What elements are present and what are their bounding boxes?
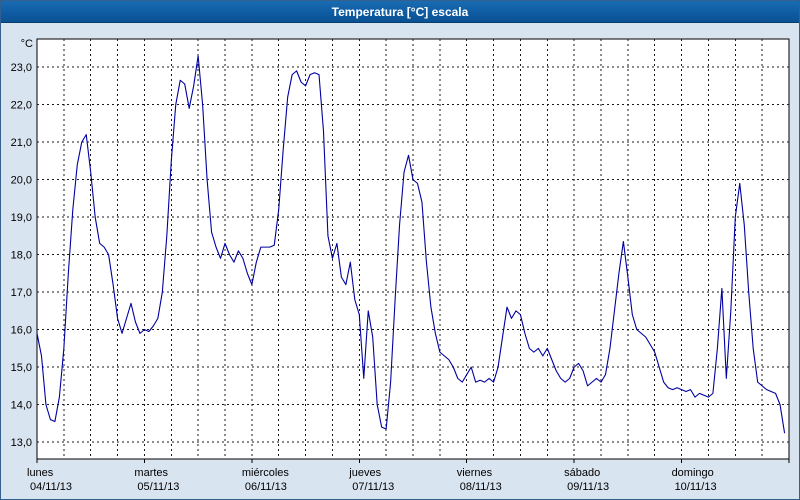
chart-area: 23,0 22,0 21,0 20,0 19,0 18,0 17,0 16,0 15,0 14,0… xyxy=(1,23,799,499)
svg-text:10/11/13: 10/11/13 xyxy=(675,481,717,493)
temperature-line-chart: 23,0 22,0 21,0 20,0 19,0 18,0 17,0 16,0 15,0 14,0… xyxy=(11,38,790,493)
svg-text:23,0: 23,0 xyxy=(11,62,32,74)
svg-text:lunes: lunes xyxy=(27,467,54,479)
svg-text:21,0: 21,0 xyxy=(11,137,32,149)
svg-text:14,0: 14,0 xyxy=(11,400,32,412)
title-bar: Temperatura [°C] escala xyxy=(1,1,799,23)
svg-text:viernes: viernes xyxy=(457,467,493,479)
svg-text:09/11/13: 09/11/13 xyxy=(567,481,609,493)
svg-text:13,0: 13,0 xyxy=(11,437,32,449)
svg-text:martes: martes xyxy=(134,467,168,479)
svg-text:22,0: 22,0 xyxy=(11,100,32,112)
svg-text:06/11/13: 06/11/13 xyxy=(245,481,287,493)
svg-text:19,0: 19,0 xyxy=(11,212,32,224)
svg-text:domingo: domingo xyxy=(672,467,714,479)
svg-text:08/11/13: 08/11/13 xyxy=(460,481,502,493)
svg-text:04/11/13: 04/11/13 xyxy=(30,481,72,493)
svg-text:jueves: jueves xyxy=(348,467,381,479)
svg-text:15,0: 15,0 xyxy=(11,362,32,374)
svg-text:18,0: 18,0 xyxy=(11,250,32,262)
svg-text:°C: °C xyxy=(21,38,33,50)
svg-text:sábado: sábado xyxy=(564,467,600,479)
chart-title: Temperatura [°C] escala xyxy=(331,4,469,19)
svg-text:17,0: 17,0 xyxy=(11,287,32,299)
svg-text:20,0: 20,0 xyxy=(11,175,32,187)
svg-text:miércoles: miércoles xyxy=(242,467,290,479)
svg-text:16,0: 16,0 xyxy=(11,325,32,337)
svg-text:07/11/13: 07/11/13 xyxy=(352,481,394,493)
svg-text:05/11/13: 05/11/13 xyxy=(137,481,179,493)
